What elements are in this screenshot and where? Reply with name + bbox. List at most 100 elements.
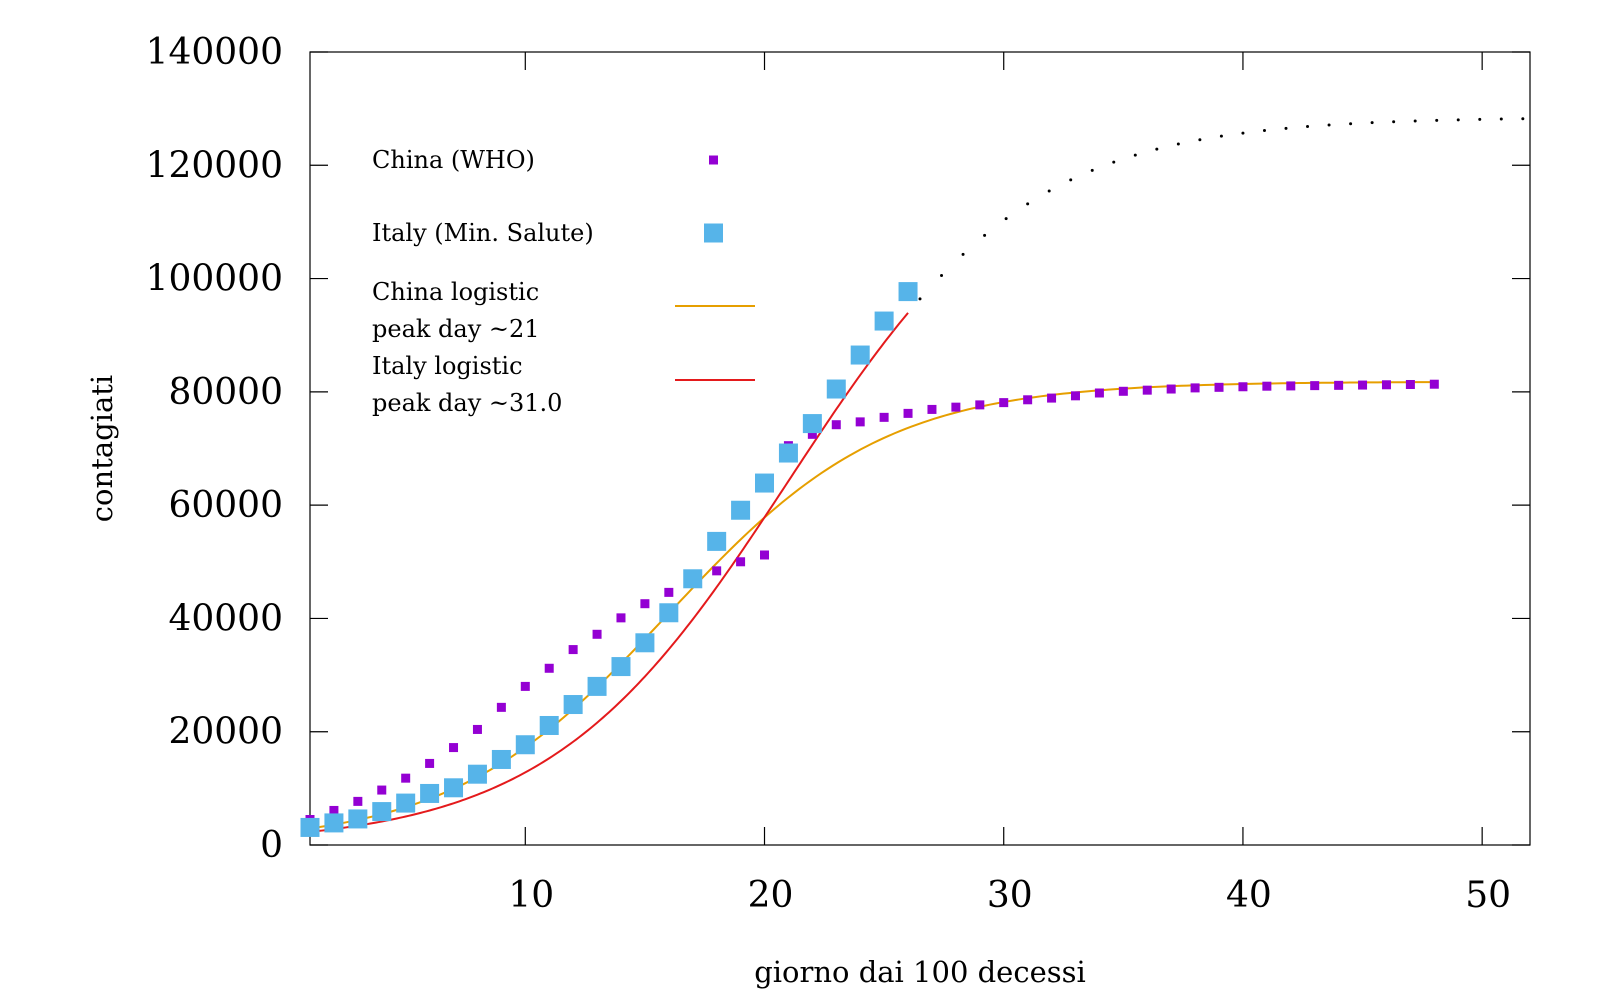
x-axis-ticks: 10 20 30 40 50 [508,52,1511,916]
legend-label: China (WHO) [372,146,535,174]
data-point [300,817,320,837]
legend-label: China logistic [372,278,539,306]
y-axis-label: contagiati [85,375,119,522]
series-0 [305,379,1439,825]
data-point [975,400,985,410]
dotted-point [1392,120,1396,124]
dotted-point [918,297,922,301]
data-point [444,778,464,798]
dotted-point [1219,134,1223,138]
legend-label: Italy (Min. Salute) [372,219,594,247]
data-point [563,695,583,715]
legend-label: peak day ~21 [372,315,540,343]
data-point [1286,381,1296,391]
dotted-point [983,233,987,237]
dotted-point [940,273,944,277]
dotted-point [1499,117,1503,121]
data-point [348,809,368,829]
x-tick-label: 30 [987,875,1033,916]
data-point [544,663,554,673]
data-point [927,404,937,414]
data-point [1334,380,1344,390]
data-point [1166,384,1176,394]
plot-frame [309,51,1531,846]
data-point [616,613,626,623]
x-axis-label: giorno dai 100 decessi [754,955,1086,989]
legend-label: Italy logistic [372,352,523,380]
data-point [1023,395,1033,405]
data-point [611,657,631,677]
data-point [592,629,602,639]
data-point [802,414,822,434]
data-point [755,473,775,493]
y-tick-label: 0 [260,825,283,866]
data-point [324,813,344,833]
series-1 [300,282,918,837]
data-point [898,282,918,302]
data-point [999,398,1009,408]
data-point [1070,391,1080,401]
data-point [712,566,722,576]
dotted-point [1004,217,1008,221]
data-point [587,676,607,696]
legend-entry: Italy (Min. Salute) [372,219,723,247]
dotted-point [1176,142,1180,146]
y-tick-label: 100000 [146,259,283,300]
dotted-point [1435,118,1439,122]
legend-entry: China logistic peak day ~21 [372,278,755,343]
dotted-point [1090,168,1094,172]
data-point [1094,388,1104,398]
data-point [1262,381,1272,391]
data-point [568,645,578,655]
y-tick-label: 60000 [168,485,283,526]
legend-entry: China (WHO) [372,146,718,174]
y-tick-label: 140000 [146,32,283,73]
data-point [372,802,392,822]
dotted-point [1370,121,1374,125]
data-point [1190,383,1200,393]
dotted-point [1521,117,1525,121]
dotted-point [1155,147,1159,151]
data-point [1142,385,1152,395]
data-point [1047,393,1057,403]
data-point [1429,379,1439,389]
y-tick-label: 120000 [146,145,283,186]
data-point [496,702,506,712]
data-point [420,783,440,803]
data-point [807,429,817,439]
data-point [850,345,870,365]
data-point [539,715,559,735]
x-tick-label: 10 [508,875,554,916]
dotted-point [1047,189,1051,193]
data-point [831,420,841,430]
data-point [520,681,530,691]
dotted-point [1112,160,1116,164]
data-point [760,550,770,560]
x-tick-label: 50 [1465,875,1511,916]
dotted-point [1198,138,1202,142]
dotted-point [961,252,965,256]
data-point [951,402,961,412]
data-point [855,417,865,427]
data-point [1118,386,1128,396]
dotted-point [1284,126,1288,130]
data-point [515,735,535,755]
legend-swatch [709,155,718,165]
data-point [874,311,894,331]
y-axis-ticks: 0 20000 40000 60000 80000 100000 120000 140000 [146,32,1530,866]
data-point [401,773,411,783]
legend: China (WHO) Italy (Min. Salute) China logi… [372,146,755,417]
data-point [449,743,459,753]
legend-entry: Italy logistic peak day ~31.0 [372,352,755,417]
dotted-point [1262,128,1266,132]
dotted-point [1349,122,1353,126]
y-tick-label: 80000 [168,372,283,413]
dotted-point [1069,178,1073,182]
data-point [736,557,746,567]
data-point [472,724,482,734]
y-tick-label: 40000 [168,598,283,639]
data-point [683,569,703,589]
data-point [353,796,363,806]
legend-label: peak day ~31.0 [372,389,562,417]
